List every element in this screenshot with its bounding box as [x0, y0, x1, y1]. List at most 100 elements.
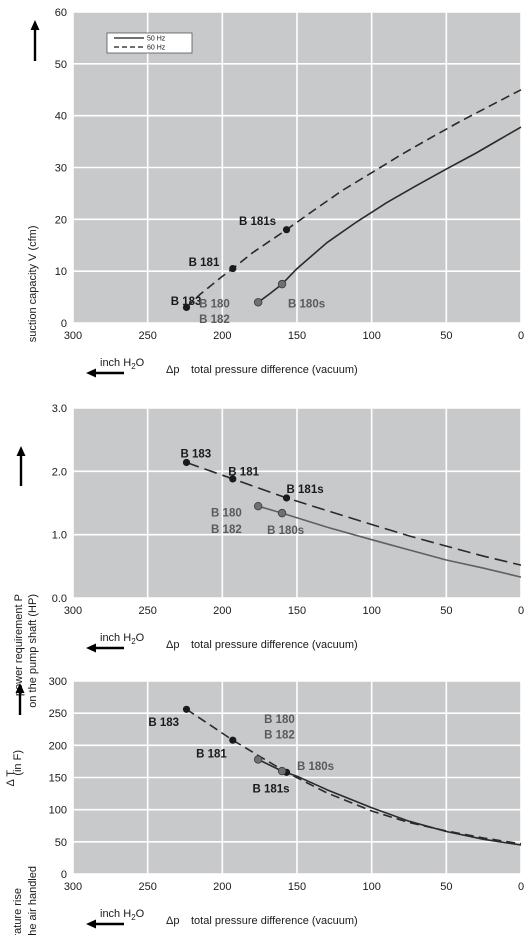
- y-tick-label: 150: [49, 773, 67, 785]
- point-label: B 182: [264, 729, 295, 741]
- y-tick-label: 300: [49, 676, 67, 688]
- point-label: B 182: [199, 314, 230, 326]
- x-tick-label: 150: [288, 881, 306, 893]
- x-axis-delta-symbol: Δp: [166, 639, 179, 651]
- arrow-up-icon: [16, 446, 26, 456]
- data-point: [282, 494, 291, 502]
- point-label: B 182: [211, 524, 242, 536]
- x-tick-label: 300: [64, 881, 82, 893]
- y-axis-delta-symbol: Δ T: [5, 770, 17, 787]
- y-axis-label: temperature rise: [12, 888, 24, 935]
- y-tick-label: 0: [61, 869, 67, 881]
- y-tick-label: 30: [55, 163, 67, 175]
- x-tick-label: 300: [64, 330, 82, 342]
- x-tick-label: 200: [213, 330, 231, 342]
- legend-label: 50 Hz: [147, 36, 166, 43]
- point-label: B 180: [211, 508, 242, 520]
- y-tick-label: 0.0: [52, 593, 67, 605]
- data-point: [277, 766, 287, 776]
- data-point: [182, 303, 191, 312]
- y-tick-label: 2.0: [52, 466, 67, 478]
- data-point: [253, 298, 263, 307]
- y-axis-unit: (in F): [12, 750, 24, 776]
- data-point: [282, 226, 291, 234]
- y-tick-label: 60: [55, 7, 67, 19]
- x-axis-unit: inch H2O: [100, 632, 145, 646]
- x-axis-unit: inch H2O: [100, 908, 145, 922]
- point-label: B 181: [189, 257, 220, 269]
- point-label: B 183: [181, 449, 212, 461]
- data-point: [229, 264, 237, 273]
- x-tick-label: 150: [288, 330, 306, 342]
- x-tick-label: 200: [213, 881, 231, 893]
- y-tick-label: 250: [49, 708, 67, 720]
- x-tick-label: 0: [518, 605, 524, 617]
- y-tick-label: 100: [49, 805, 67, 817]
- y-tick-label: 20: [55, 214, 67, 226]
- point-label: B 181s: [239, 216, 276, 228]
- series-line-50-hz: [257, 505, 522, 578]
- y-tick-label: 50: [55, 837, 67, 849]
- arrow-left-icon: [86, 643, 96, 653]
- x-tick-label: 250: [138, 605, 156, 617]
- y-axis-label-line2: on the air handled: [27, 866, 39, 935]
- x-axis-unit: inch H2O: [100, 357, 145, 371]
- x-tick-label: 250: [138, 330, 156, 342]
- data-point: [253, 501, 263, 511]
- arrow-left-icon: [86, 368, 96, 378]
- point-label: B 181: [196, 749, 227, 761]
- x-axis-delta-symbol: Δp: [166, 915, 179, 927]
- arrow-up-icon: [30, 20, 40, 30]
- point-label: B 180s: [288, 298, 325, 310]
- point-label: B 181s: [252, 783, 289, 795]
- arrow-left-icon: [86, 919, 96, 929]
- series-line-60-hz: [185, 89, 522, 308]
- y-tick-label: 0: [61, 318, 67, 330]
- x-tick-label: 300: [64, 605, 82, 617]
- legend-label: 60 Hz: [147, 45, 166, 52]
- series-line-60-hz: [186, 461, 522, 566]
- x-axis-label: total pressure difference (vacuum): [191, 364, 358, 376]
- y-tick-label: 10: [55, 266, 67, 278]
- x-tick-label: 0: [518, 881, 524, 893]
- point-label: B 183: [148, 717, 179, 729]
- x-axis-label: total pressure difference (vacuum): [191, 639, 358, 651]
- point-label: B 181: [228, 466, 259, 478]
- chart-panel-1: 300 250 200 150 100 50 0 0 10 20 30 40 50 60 inch H2O Δ…: [27, 7, 524, 378]
- x-tick-label: 200: [213, 605, 231, 617]
- data-point: [229, 736, 237, 744]
- x-tick-label: 50: [440, 330, 452, 342]
- y-tick-label: 50: [55, 59, 67, 71]
- data-point: [182, 705, 191, 713]
- x-tick-label: 50: [440, 881, 452, 893]
- arrow-up-icon: [15, 683, 25, 693]
- point-label: B 180: [199, 298, 230, 310]
- legend: 50 Hz 60 Hz: [106, 32, 193, 54]
- point-label: B 183: [171, 296, 202, 308]
- point-label: B 180s: [267, 525, 304, 537]
- point-label: B 180: [264, 714, 295, 726]
- x-axis-label: total pressure difference (vacuum): [191, 915, 358, 927]
- x-tick-label: 100: [362, 330, 380, 342]
- y-tick-label: 1.0: [52, 530, 67, 542]
- data-point: [229, 475, 237, 483]
- chart-panel-3: 300 250 200 150 100 50 0 0 50 100 150 200 250 300 inch…: [5, 676, 524, 940]
- x-tick-label: 50: [440, 605, 452, 617]
- x-tick-label: 100: [362, 881, 380, 893]
- y-tick-label: 3.0: [52, 403, 67, 415]
- data-point: [253, 755, 263, 764]
- y-axis-label: power requirement P: [13, 594, 25, 696]
- x-tick-label: 0: [518, 330, 524, 342]
- series-line-60-hz: [186, 708, 522, 845]
- data-point: [182, 458, 191, 467]
- y-axis-label: suction capacity V (cfm): [27, 226, 39, 343]
- point-label: B 180s: [297, 761, 334, 773]
- x-axis-delta-symbol: Δp: [166, 364, 179, 376]
- point-label: B 181s: [287, 484, 324, 496]
- data-point: [277, 279, 287, 289]
- y-tick-label: 40: [55, 111, 67, 123]
- chart-panel-2: 300 250 200 150 100 50 0 0.0 1.0 2.0 3.0 inch H2O Δp…: [13, 403, 524, 708]
- y-axis-label-line2: on the pump shaft (HP): [27, 594, 39, 708]
